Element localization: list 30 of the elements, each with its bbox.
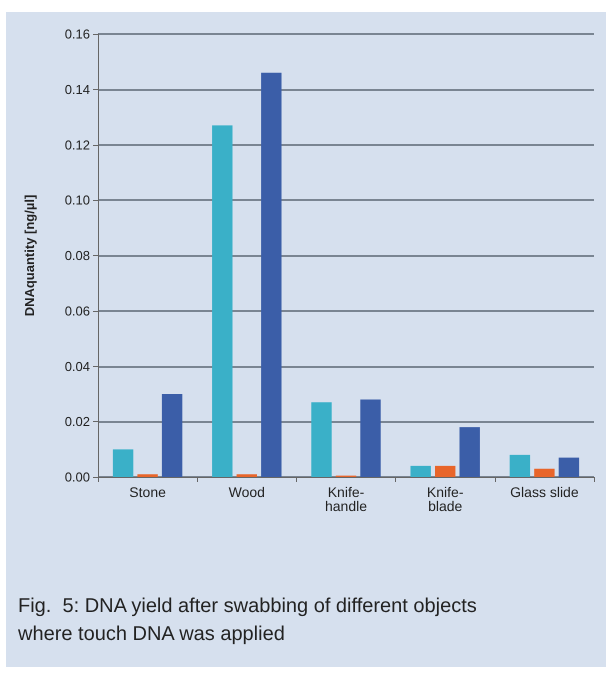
bar <box>311 402 332 477</box>
x-tick-label: Stone <box>129 484 166 500</box>
bar <box>236 474 258 477</box>
bar <box>459 427 480 477</box>
bar <box>558 458 580 477</box>
y-tick-label: 0.14 <box>64 82 90 97</box>
caption: Fig. 5: DNA yield after swabbing of different objects where touch DNA was applied <box>17 595 482 645</box>
y-tick-label: 0.04 <box>64 358 90 374</box>
bar <box>510 454 530 477</box>
y-axis-title: DNAquantity [ng/µl] <box>22 194 37 316</box>
bar <box>261 72 282 477</box>
bar <box>534 468 555 477</box>
y-tick-label: 0.10 <box>64 192 90 208</box>
x-tick-label: Wood <box>228 484 265 500</box>
x-tick-label: Knife-handle <box>324 484 368 514</box>
bar <box>360 399 381 477</box>
y-tick-label: 0.00 <box>64 470 90 484</box>
y-tick-label: 0.12 <box>64 137 90 152</box>
y-tick-label: 0.02 <box>64 414 90 430</box>
bar <box>162 394 182 477</box>
x-tick-label: Glass slide <box>510 484 579 500</box>
bar <box>410 466 431 477</box>
y-tick-label: 0.06 <box>64 303 90 318</box>
bar <box>112 449 134 477</box>
bar <box>434 466 456 477</box>
y-tick-label: 0.08 <box>64 248 90 263</box>
bar <box>212 125 233 477</box>
bar <box>137 474 158 477</box>
y-tick-label: 0.16 <box>64 26 90 42</box>
x-tick-label: Knife-blade <box>426 484 464 514</box>
